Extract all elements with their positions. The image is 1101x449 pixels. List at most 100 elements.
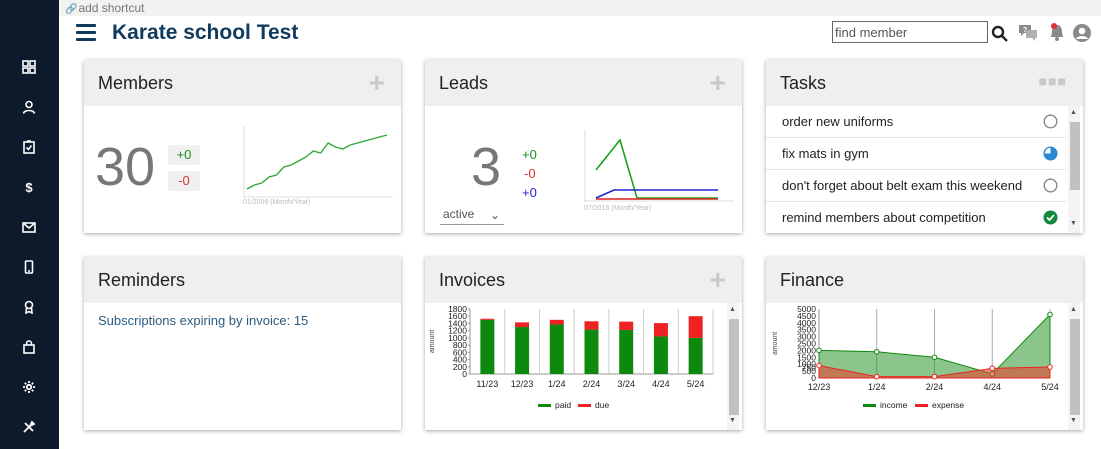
x-tick-label: 1/24 [548, 379, 566, 389]
finance-area-chart: 0500750100015002000250030003500400045005… [772, 304, 1059, 410]
search-icon[interactable] [990, 24, 1010, 44]
scroll-down-icon[interactable]: ▼ [1070, 220, 1077, 227]
finance-scrollbar[interactable]: ▲ ▼ [1068, 303, 1080, 430]
bell-icon[interactable] [1047, 23, 1067, 43]
search-input[interactable] [832, 21, 988, 43]
y-tick-label: 0 [462, 369, 467, 379]
x-tick-label: 3/24 [617, 379, 635, 389]
x-tick-label: 2/24 [583, 379, 601, 389]
task-status-progress-icon[interactable] [1043, 146, 1058, 161]
x-tick-label: 11/23 [476, 379, 498, 389]
y-tick-label: 800 [453, 340, 467, 350]
paid-bar [584, 329, 599, 374]
finance-title: Finance [780, 270, 845, 290]
user-avatar-icon[interactable] [1072, 23, 1092, 43]
legend-label: expense [932, 400, 964, 410]
y-tick-label: 2000 [797, 345, 816, 355]
mobile-icon[interactable] [18, 256, 40, 278]
y-tick-label: 1000 [448, 333, 467, 343]
sidebar: $ [0, 0, 59, 449]
task-item[interactable]: order new uniforms [766, 106, 1066, 138]
y-tick-label: 1400 [448, 318, 467, 328]
leads-count: 3 [471, 137, 502, 197]
paid-bar [515, 327, 530, 374]
scroll-thumb[interactable] [1070, 319, 1080, 415]
y-tick-label: 4000 [797, 318, 816, 328]
expense-point [989, 365, 996, 372]
tasks-scrollbar[interactable]: ▲ ▼ [1068, 106, 1080, 233]
leads-status-select[interactable]: active ⌄ [440, 207, 504, 225]
scroll-down-icon[interactable]: ▼ [1070, 417, 1077, 424]
tasks-title: Tasks [780, 73, 827, 93]
y-tick-label: 1000 [797, 359, 816, 369]
task-item[interactable]: don't forget about belt exam this weeken… [766, 170, 1066, 202]
members-trend-chart [243, 126, 393, 198]
due-bar [549, 319, 564, 325]
legend-swatch [578, 404, 591, 407]
invoices-scrollbar[interactable]: ▲ ▼ [727, 303, 739, 430]
subscriptions-expiring-link[interactable]: Subscriptions expiring by invoice: 15 [98, 313, 309, 328]
leads-trend-chart [584, 130, 734, 202]
y-tick-label: 600 [453, 347, 467, 357]
chat-help-icon[interactable]: ? [1018, 23, 1038, 43]
invoices-title: Invoices [439, 270, 506, 290]
mail-icon[interactable] [18, 216, 40, 238]
task-label: fix mats in gym [782, 146, 869, 161]
leads-title: Leads [439, 73, 489, 93]
scroll-thumb[interactable] [729, 319, 739, 415]
add-invoice-button[interactable]: + [709, 264, 726, 295]
x-tick-label: 4/24 [652, 379, 670, 389]
scroll-up-icon[interactable]: ▲ [729, 306, 736, 313]
y-tick-label: 750 [802, 363, 816, 373]
task-status-done-icon[interactable] [1043, 210, 1058, 225]
gear-icon[interactable] [18, 376, 40, 398]
task-status-open-icon[interactable] [1043, 114, 1058, 129]
paid-bar [549, 324, 564, 374]
y-tick-label: 500 [802, 366, 816, 376]
members-card: Members + 30 +0 -0 01/2009 (Month/Year) [84, 60, 401, 233]
x-tick-label: 5/24 [1041, 382, 1059, 392]
paid-bar [653, 336, 668, 374]
scroll-up-icon[interactable]: ▲ [1070, 109, 1077, 116]
due-bar [480, 318, 495, 320]
y-axis-label: amount [429, 330, 436, 353]
hamburger-menu-icon[interactable] [76, 24, 96, 41]
add-shortcut-link[interactable]: add shortcut [78, 1, 145, 15]
add-lead-button[interactable]: + [709, 67, 726, 98]
y-tick-label: 1200 [448, 326, 467, 336]
task-status-open-icon[interactable] [1043, 178, 1058, 193]
tools-icon[interactable] [18, 416, 40, 438]
dashboard-icon[interactable] [18, 56, 40, 78]
tasks-list: order new uniforms fix mats in gym don't… [766, 106, 1068, 233]
scroll-down-icon[interactable]: ▼ [729, 417, 736, 424]
paid-bar [619, 329, 634, 374]
income-point [873, 348, 880, 355]
members-minus-delta: -0 [168, 171, 200, 191]
leads-minus-delta: -0 [524, 166, 536, 181]
member-icon[interactable] [18, 96, 40, 118]
add-member-button[interactable]: + [368, 67, 385, 98]
due-bar [619, 321, 634, 330]
scroll-up-icon[interactable]: ▲ [1070, 306, 1077, 313]
expense-point [816, 362, 822, 369]
task-item[interactable]: fix mats in gym [766, 138, 1066, 170]
shop-bag-icon[interactable] [18, 336, 40, 358]
x-tick-label: 2/24 [926, 382, 944, 392]
task-item[interactable]: remind members about competition [766, 202, 1066, 233]
clipboard-check-icon[interactable] [18, 136, 40, 158]
y-tick-label: 2500 [797, 339, 816, 349]
income-point [931, 354, 938, 361]
due-bar [584, 321, 599, 330]
leads-plus-delta: +0 [522, 147, 537, 162]
scroll-thumb[interactable] [1070, 122, 1080, 190]
leads-blue-delta: +0 [522, 185, 537, 200]
legend-swatch [538, 404, 551, 407]
expense-point [873, 373, 880, 380]
more-options-icon[interactable]: ■■■ [1038, 73, 1067, 89]
expense-point [1047, 364, 1053, 370]
due-bar [653, 323, 668, 337]
add-shortcut-bar: 🔗add shortcut [59, 0, 1101, 16]
dollar-icon[interactable]: $ [18, 176, 40, 198]
award-icon[interactable] [18, 296, 40, 318]
due-bar [515, 322, 530, 328]
